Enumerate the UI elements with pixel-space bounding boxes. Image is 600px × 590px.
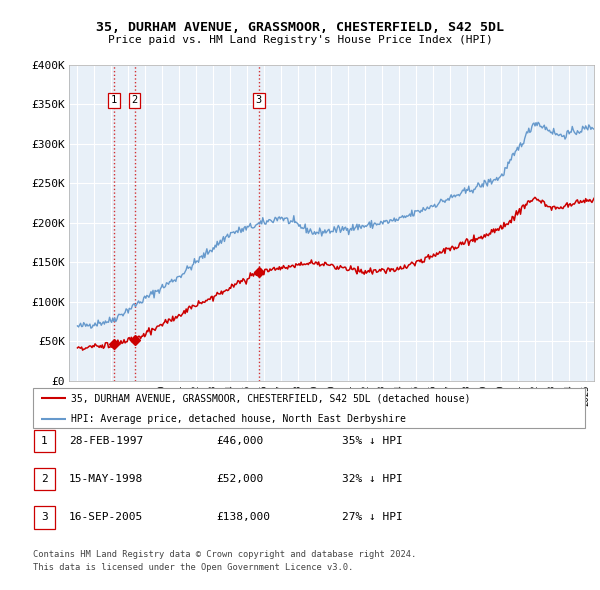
Text: 35% ↓ HPI: 35% ↓ HPI [342,436,403,445]
Text: £138,000: £138,000 [216,513,270,522]
Text: £52,000: £52,000 [216,474,263,484]
Text: 35, DURHAM AVENUE, GRASSMOOR, CHESTERFIELD, S42 5DL (detached house): 35, DURHAM AVENUE, GRASSMOOR, CHESTERFIE… [71,394,470,404]
Text: £46,000: £46,000 [216,436,263,445]
Text: 35, DURHAM AVENUE, GRASSMOOR, CHESTERFIELD, S42 5DL: 35, DURHAM AVENUE, GRASSMOOR, CHESTERFIE… [96,21,504,34]
Text: 2: 2 [131,96,137,106]
Text: 16-SEP-2005: 16-SEP-2005 [69,513,143,522]
Text: 1: 1 [41,436,48,445]
Text: This data is licensed under the Open Government Licence v3.0.: This data is licensed under the Open Gov… [33,563,353,572]
Text: 1: 1 [111,96,117,106]
Text: 3: 3 [256,96,262,106]
Text: 27% ↓ HPI: 27% ↓ HPI [342,513,403,522]
Text: HPI: Average price, detached house, North East Derbyshire: HPI: Average price, detached house, Nort… [71,414,406,424]
Text: 32% ↓ HPI: 32% ↓ HPI [342,474,403,484]
Text: 2: 2 [41,474,48,484]
Text: 3: 3 [41,513,48,522]
Text: Price paid vs. HM Land Registry's House Price Index (HPI): Price paid vs. HM Land Registry's House … [107,35,493,45]
Text: 15-MAY-1998: 15-MAY-1998 [69,474,143,484]
Text: Contains HM Land Registry data © Crown copyright and database right 2024.: Contains HM Land Registry data © Crown c… [33,550,416,559]
Text: 28-FEB-1997: 28-FEB-1997 [69,436,143,445]
